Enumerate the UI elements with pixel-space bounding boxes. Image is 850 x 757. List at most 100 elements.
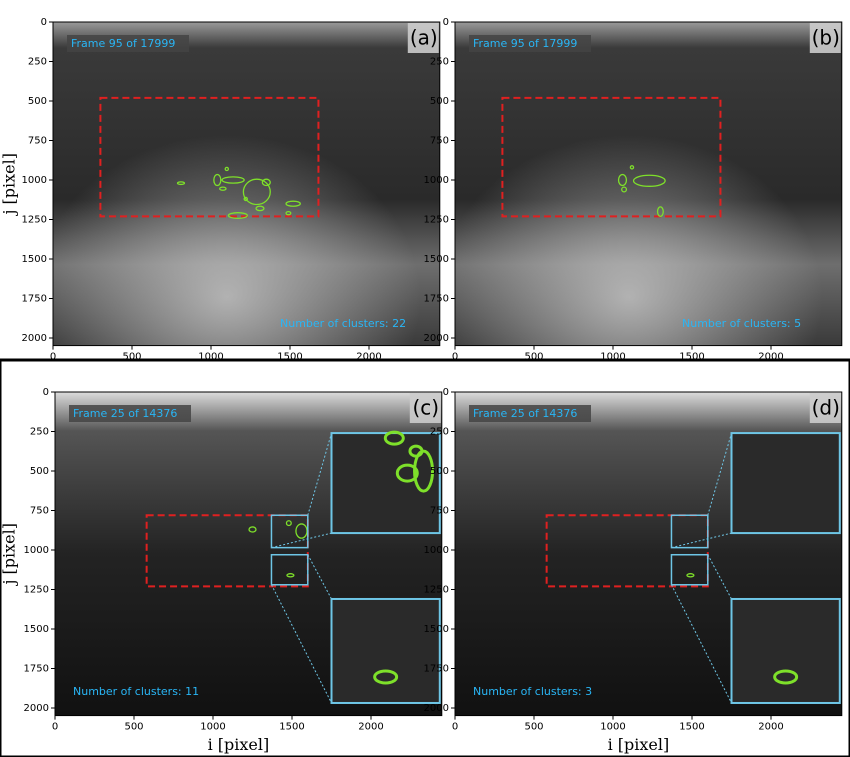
cluster-ellipse bbox=[255, 205, 265, 212]
cluster-ellipse bbox=[686, 573, 695, 578]
zoom-inset bbox=[330, 597, 441, 704]
y-tick-label: 0 bbox=[443, 387, 449, 398]
cluster-ellipse bbox=[243, 196, 248, 202]
cluster-ellipse bbox=[248, 526, 257, 533]
cluster-ellipse bbox=[286, 573, 295, 578]
x-tick-label: 1500 bbox=[679, 722, 704, 733]
x-tick-label: 2000 bbox=[758, 352, 783, 363]
y-tick-label: 500 bbox=[30, 466, 49, 477]
panel-label-bg bbox=[809, 393, 841, 423]
x-tick-label: 500 bbox=[122, 352, 141, 363]
lower-frame bbox=[0, 358, 850, 757]
panel-label: (b) bbox=[812, 26, 840, 50]
cluster-count: Number of clusters: 11 bbox=[73, 685, 199, 698]
zoom-inset bbox=[330, 432, 441, 535]
zoom-connector bbox=[707, 554, 732, 600]
cluster-ellipse bbox=[285, 520, 292, 527]
x-tick-label: 2000 bbox=[758, 722, 783, 733]
cluster-ellipse bbox=[408, 444, 424, 458]
y-axis-label: j [pixel] bbox=[0, 523, 19, 587]
x-tick-label: 1500 bbox=[277, 352, 302, 363]
cluster-ellipse bbox=[176, 181, 186, 186]
frame-label: Frame 25 of 14376 bbox=[473, 407, 577, 420]
cluster-ellipse bbox=[395, 463, 419, 483]
y-tick-label: 1000 bbox=[24, 545, 49, 556]
y-tick-label: 250 bbox=[30, 427, 49, 438]
y-tick-label: 0 bbox=[43, 387, 49, 398]
y-tick-label: 500 bbox=[430, 466, 449, 477]
cluster-ellipse bbox=[227, 212, 248, 220]
y-tick-label: 1500 bbox=[22, 254, 47, 265]
cluster-ellipse bbox=[656, 206, 664, 217]
cluster-count: Number of clusters: 3 bbox=[473, 685, 592, 698]
cluster-ellipse bbox=[383, 430, 405, 446]
y-tick-label: 2000 bbox=[22, 333, 47, 344]
y-tick-label: 750 bbox=[28, 136, 47, 147]
x-axis-label: i [pixel] bbox=[608, 735, 670, 754]
cluster-ellipse bbox=[632, 174, 666, 187]
roi-box bbox=[545, 514, 709, 588]
y-tick-label: 1750 bbox=[24, 664, 49, 675]
y-tick-label: 1250 bbox=[22, 215, 47, 226]
y-tick-label: 1500 bbox=[424, 254, 449, 265]
axes-frame bbox=[454, 21, 843, 347]
x-tick-label: 500 bbox=[524, 352, 543, 363]
panel-label: (d) bbox=[812, 396, 840, 420]
x-tick-label: 0 bbox=[52, 722, 58, 733]
axes-frame bbox=[454, 391, 843, 717]
cluster-ellipse bbox=[261, 178, 271, 187]
y-tick-label: 1250 bbox=[424, 215, 449, 226]
x-tick-label: 1000 bbox=[200, 722, 225, 733]
cluster-ellipse bbox=[295, 523, 308, 539]
x-tick-label: 2000 bbox=[356, 352, 381, 363]
frame-label-bg bbox=[469, 405, 591, 422]
y-tick-label: 1000 bbox=[424, 545, 449, 556]
zoom-inset bbox=[730, 597, 841, 704]
y-tick-label: 1500 bbox=[24, 624, 49, 635]
y-tick-label: 2000 bbox=[424, 703, 449, 714]
x-tick-label: 0 bbox=[452, 722, 458, 733]
y-axis-label: j [pixel] bbox=[0, 153, 19, 217]
zoom-box bbox=[670, 553, 709, 586]
y-tick-label: 1000 bbox=[424, 175, 449, 186]
x-tick-label: 2000 bbox=[358, 722, 383, 733]
frame-label-bg bbox=[67, 35, 189, 52]
axes-frame bbox=[54, 391, 443, 717]
x-tick-label: 500 bbox=[124, 722, 143, 733]
y-tick-label: 1250 bbox=[24, 585, 49, 596]
panel-label: (c) bbox=[412, 396, 439, 420]
zoom-box bbox=[670, 514, 709, 549]
x-tick-label: 1000 bbox=[198, 352, 223, 363]
x-tick-label: 1500 bbox=[679, 352, 704, 363]
frame-label: Frame 95 of 17999 bbox=[71, 37, 175, 50]
panel-label: (a) bbox=[410, 26, 438, 50]
cluster-ellipse bbox=[285, 210, 292, 216]
y-tick-label: 250 bbox=[430, 57, 449, 68]
frame-label: Frame 25 of 14376 bbox=[73, 407, 177, 420]
roi-box bbox=[145, 514, 309, 588]
frame-label-bg bbox=[469, 35, 591, 52]
panel-label-bg bbox=[407, 23, 439, 53]
cluster-ellipse bbox=[617, 173, 628, 187]
roi-box bbox=[99, 96, 320, 218]
y-tick-label: 750 bbox=[430, 136, 449, 147]
x-tick-label: 1000 bbox=[600, 722, 625, 733]
cluster-ellipse bbox=[373, 669, 399, 685]
panel-label-bg bbox=[809, 23, 841, 53]
x-tick-label: 1500 bbox=[279, 722, 304, 733]
cluster-ellipse bbox=[213, 173, 222, 187]
zoom-box bbox=[270, 553, 309, 586]
x-tick-label: 0 bbox=[50, 352, 56, 363]
x-tick-label: 500 bbox=[524, 722, 543, 733]
cluster-ellipse bbox=[221, 176, 245, 184]
y-tick-label: 0 bbox=[443, 17, 449, 28]
x-tick-label: 1000 bbox=[600, 352, 625, 363]
y-tick-label: 1250 bbox=[424, 585, 449, 596]
zoom-connector bbox=[307, 554, 332, 600]
y-tick-label: 750 bbox=[430, 506, 449, 517]
y-tick-label: 1500 bbox=[424, 624, 449, 635]
y-tick-label: 500 bbox=[430, 96, 449, 107]
zoom-box bbox=[270, 514, 309, 549]
y-tick-label: 2000 bbox=[24, 703, 49, 714]
